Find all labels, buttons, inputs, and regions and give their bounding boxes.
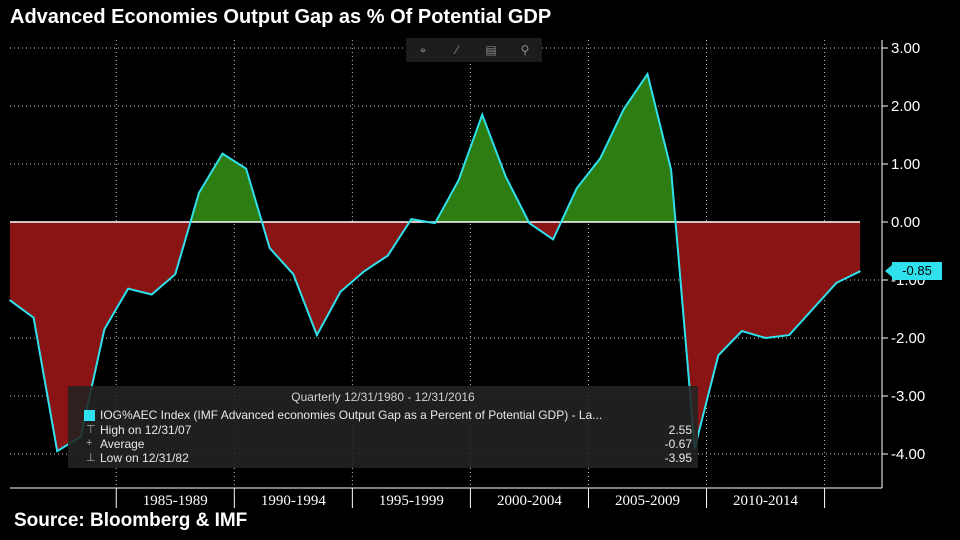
data-point bbox=[56, 450, 59, 452]
data-point bbox=[221, 152, 224, 155]
data-point bbox=[670, 169, 672, 171]
legend-average-row: + Average -0.67 bbox=[68, 437, 692, 452]
data-point bbox=[268, 247, 271, 249]
crosshair-icon[interactable]: ⌖ bbox=[419, 42, 427, 57]
data-point bbox=[457, 179, 460, 182]
data-point bbox=[434, 222, 436, 224]
legend-panel: Quarterly 12/31/1980 - 12/31/2016 IOG%AE… bbox=[68, 386, 698, 468]
data-point bbox=[386, 254, 389, 257]
data-point bbox=[481, 113, 484, 116]
y-tick-label: 3.00 bbox=[891, 40, 920, 57]
legend-series-row: IOG%AEC Index (IMF Advanced economies Ou… bbox=[68, 408, 692, 423]
last-value-badge: -0.85 bbox=[885, 262, 942, 280]
data-point bbox=[623, 108, 625, 110]
legend-low-row: ⊥ Low on 12/31/82 -3.95 bbox=[68, 451, 692, 466]
data-point bbox=[575, 187, 578, 190]
draw-line-icon[interactable]: ⁄ bbox=[455, 43, 458, 57]
data-point bbox=[150, 293, 153, 296]
data-point bbox=[505, 175, 507, 178]
data-point bbox=[363, 270, 365, 273]
x-tick-label: 1985-1989 bbox=[143, 493, 208, 509]
x-tick-label: 1995-1999 bbox=[379, 493, 444, 509]
zoom-icon[interactable]: ⚲ bbox=[520, 43, 530, 57]
chart-title: Advanced Economies Output Gap as % Of Po… bbox=[10, 6, 552, 28]
legend-period: Quarterly 12/31/1980 - 12/31/2016 bbox=[291, 390, 475, 404]
data-point bbox=[127, 287, 129, 290]
table-icon[interactable]: ▤ bbox=[485, 43, 497, 57]
y-tick-label: 2.00 bbox=[891, 98, 920, 115]
positive-area bbox=[10, 74, 860, 222]
negative-area bbox=[10, 222, 860, 452]
average-marker-icon: + bbox=[86, 437, 93, 449]
data-point bbox=[174, 273, 177, 276]
chart-toolbar: ⌖ ⁄ ▤ ⚲ bbox=[406, 38, 542, 62]
source-note: Source: Bloomberg & IMF bbox=[14, 510, 248, 531]
legend-high-label: High on 12/31/07 bbox=[100, 423, 192, 437]
data-point bbox=[764, 337, 767, 339]
low-marker-icon: ⊥ bbox=[86, 452, 96, 464]
data-point bbox=[646, 73, 649, 75]
y-tick-label: -2.00 bbox=[891, 330, 925, 347]
data-point bbox=[339, 290, 342, 293]
data-point bbox=[811, 308, 814, 310]
legend-average-label: Average bbox=[100, 437, 145, 451]
data-point bbox=[32, 316, 35, 319]
data-point bbox=[859, 270, 861, 273]
x-tick-label: 1990-1994 bbox=[261, 493, 326, 509]
data-point bbox=[741, 330, 743, 332]
data-point bbox=[198, 192, 200, 194]
legend-series-label: IOG%AEC Index (IMF Advanced economies Ou… bbox=[100, 408, 603, 422]
legend-average-value: -0.67 bbox=[664, 437, 692, 451]
data-point bbox=[788, 334, 790, 336]
series-swatch bbox=[84, 410, 95, 421]
y-tick-label: -4.00 bbox=[891, 446, 925, 463]
data-point bbox=[316, 334, 318, 336]
data-point bbox=[292, 273, 295, 276]
data-point bbox=[410, 218, 413, 220]
legend-high-value: 2.55 bbox=[668, 423, 692, 437]
y-tick-label: -3.00 bbox=[891, 388, 925, 405]
data-point bbox=[717, 354, 720, 357]
x-tick-label: 2010-2014 bbox=[733, 493, 798, 509]
legend-low-label: Low on 12/31/82 bbox=[100, 451, 189, 465]
data-point bbox=[552, 238, 554, 241]
data-point bbox=[103, 328, 106, 331]
y-tick-label: 0.00 bbox=[891, 214, 920, 231]
high-marker-icon: ⊤ bbox=[86, 424, 96, 436]
y-tick-label: 1.00 bbox=[891, 156, 920, 173]
legend-high-row: ⊤ High on 12/31/07 2.55 bbox=[68, 423, 692, 438]
data-point bbox=[835, 282, 838, 284]
data-point bbox=[9, 299, 11, 302]
axis-layer: 3.002.001.000.00-1.00-2.00-3.00-4.001985… bbox=[10, 40, 925, 509]
x-tick-label: 2005-2009 bbox=[615, 493, 680, 509]
data-point bbox=[245, 167, 247, 170]
legend-low-value: -3.95 bbox=[664, 451, 692, 465]
data-point bbox=[528, 222, 531, 224]
data-point bbox=[599, 157, 602, 159]
x-tick-label: 2000-2004 bbox=[497, 493, 562, 509]
